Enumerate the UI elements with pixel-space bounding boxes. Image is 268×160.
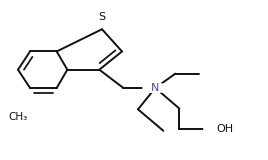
- Text: CH₃: CH₃: [8, 112, 28, 122]
- Text: S: S: [98, 12, 106, 22]
- Ellipse shape: [6, 107, 30, 116]
- Ellipse shape: [204, 124, 228, 134]
- Text: N: N: [151, 83, 159, 93]
- Ellipse shape: [90, 17, 114, 27]
- Text: OH: OH: [216, 124, 233, 134]
- Ellipse shape: [143, 83, 168, 93]
